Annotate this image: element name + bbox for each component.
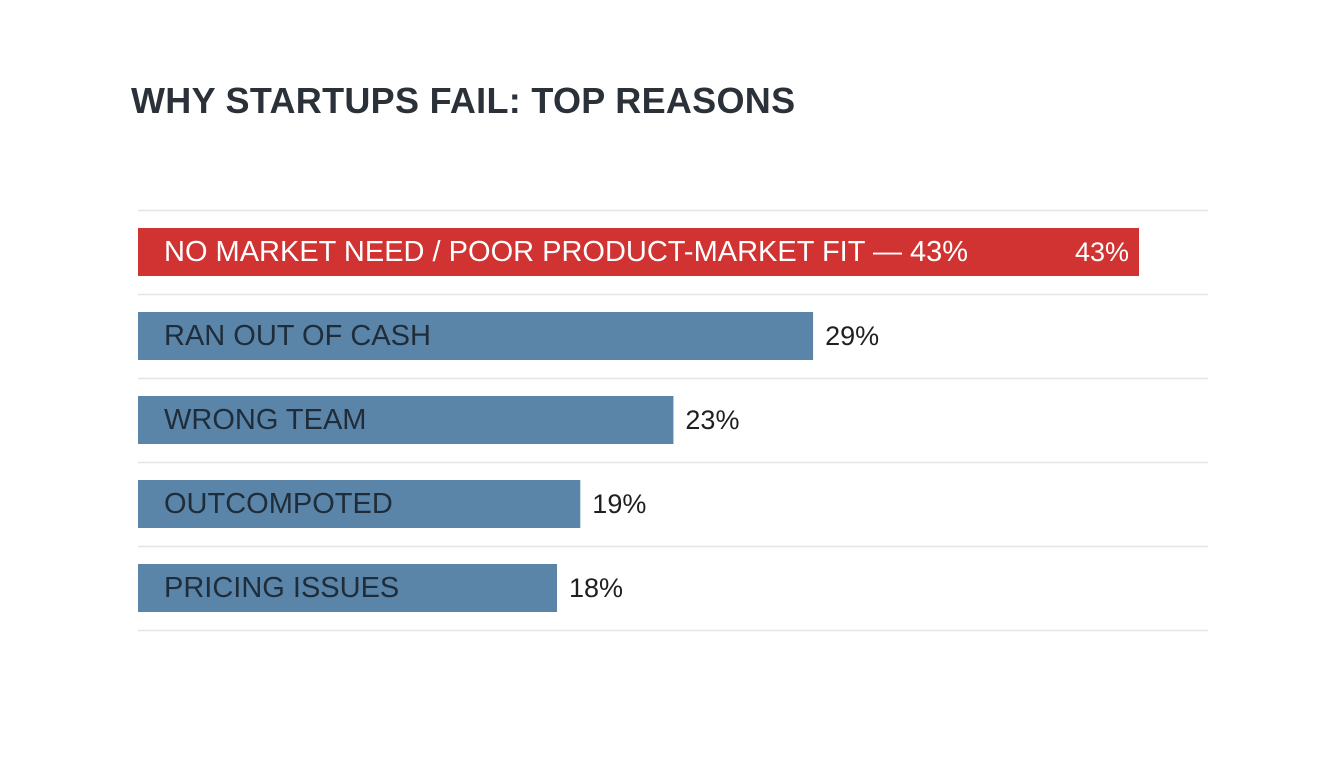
bar-label-5: PRICING ISSUES [164,572,399,604]
bar-5 [138,564,558,612]
bar-2 [138,312,814,360]
value-label-2: 29% [825,321,879,351]
bar-label-3: WRONG TEAM [164,404,366,436]
value-label-3: 23% [685,405,739,435]
bar-1 [138,228,1139,276]
value-label-4: 19% [592,489,646,519]
value-label-5: 18% [569,573,623,603]
bar-label-4: OUTCOMPOTED [164,488,393,520]
chart-title: WHY STARTUPS FAIL: TOP REASONS [131,80,796,121]
value-label-1: 43% [1075,237,1129,267]
bar-label-2: RAN OUT OF CASH [164,320,431,352]
bar-3 [138,396,674,444]
bar-4 [138,480,581,528]
bar-label-1: NO MARKET NEED / POOR PRODUCT-MARKET FIT… [164,236,968,268]
